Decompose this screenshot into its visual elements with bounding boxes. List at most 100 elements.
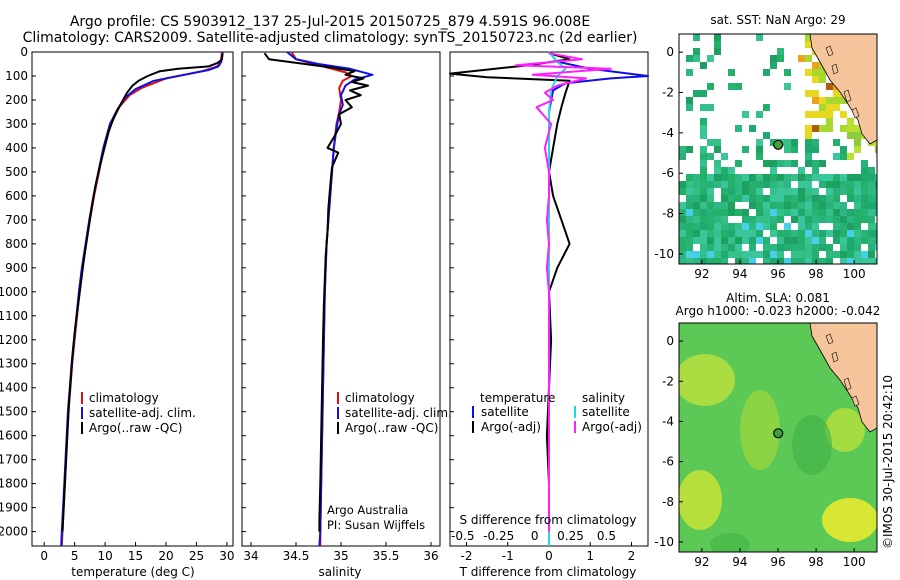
sst-cell [875, 230, 877, 237]
sst-cell [840, 209, 847, 216]
sst-cell [798, 167, 805, 174]
y-tick-label: 800 [5, 237, 28, 251]
map-y-tick-label: -4 [662, 414, 674, 428]
sst-cell [868, 188, 875, 195]
y-tick-label: 1300 [0, 357, 28, 371]
sst-cell [763, 251, 770, 258]
x-tick-label: 36 [423, 549, 438, 563]
sst-cell [868, 251, 875, 258]
map-y-tick-label: -8 [662, 495, 674, 509]
sst-cell [833, 153, 840, 160]
sst-cell [812, 125, 819, 132]
sst-cell [714, 48, 721, 55]
sst-cell [770, 174, 777, 181]
sst-cell [854, 209, 861, 216]
sst-cell [700, 132, 707, 139]
sst-cell [777, 181, 784, 188]
sst-cell [847, 153, 854, 160]
sst-cell [805, 139, 812, 146]
map-x-tick-label: 92 [694, 267, 709, 281]
y-tick-label: 300 [5, 117, 28, 131]
sst-cell [805, 258, 812, 264]
sst-cell [749, 125, 756, 132]
sst-cell [700, 167, 707, 174]
sst-cell [812, 244, 819, 251]
temperature-xlabel: temperature (deg C) [71, 565, 194, 579]
sst-cell [693, 258, 700, 264]
sst-cell [854, 223, 861, 230]
sst-cell [756, 188, 763, 195]
y-tick-label: 500 [5, 165, 28, 179]
sst-cell [756, 181, 763, 188]
sst-cell [728, 223, 735, 230]
sst-cell [777, 195, 784, 202]
sst-cell [700, 202, 707, 209]
sst-cell [875, 209, 877, 216]
sst-cell [714, 216, 721, 223]
sst-cell [770, 216, 777, 223]
sst-cell [735, 237, 742, 244]
sst-cell [819, 76, 826, 83]
sst-cell [749, 202, 756, 209]
sst-cell [763, 69, 770, 76]
sst-cell [791, 237, 798, 244]
sst-cell [679, 153, 686, 160]
sst-cell [707, 258, 714, 264]
sst-cell [756, 223, 763, 230]
sst-cell [693, 216, 700, 223]
sst-cell [756, 34, 763, 41]
sst-cell [742, 251, 749, 258]
x-tick-label: 30 [219, 549, 234, 563]
sst-cell [749, 237, 756, 244]
sst-cell [756, 153, 763, 160]
sst-cell [791, 216, 798, 223]
series-line-argo-raw-qc- [61, 53, 224, 532]
sst-cell [679, 258, 686, 264]
sst-cell [840, 181, 847, 188]
sst-cell [770, 258, 777, 264]
sst-cell [686, 69, 693, 76]
sst-cell [833, 209, 840, 216]
sst-cell [833, 139, 840, 146]
sst-cell [693, 174, 700, 181]
sst-cell [686, 146, 693, 153]
sst-cell [854, 188, 861, 195]
sla-high-patch [825, 408, 865, 452]
sst-cell [819, 160, 826, 167]
sst-cell [721, 251, 728, 258]
sst-cell [728, 181, 735, 188]
sst-cell [812, 251, 819, 258]
sst-cell [875, 244, 877, 251]
map-y-tick-label: 0 [666, 334, 674, 348]
sst-cell [763, 104, 770, 111]
sst-cell [714, 223, 721, 230]
sst-cell [693, 230, 700, 237]
sst-cell [749, 174, 756, 181]
sst-cell [798, 237, 805, 244]
sst-cell [826, 188, 833, 195]
sst-cell [847, 181, 854, 188]
sla-map-title: Altim. SLA: 0.081 [726, 291, 830, 305]
x-tick-label: 0 [40, 549, 48, 563]
series-line-s-argo-adj- [515, 52, 612, 532]
sst-cell [763, 181, 770, 188]
sst-cell [833, 202, 840, 209]
sst-cell [686, 230, 693, 237]
sst-cell [686, 216, 693, 223]
map-x-tick-label: 96 [770, 555, 785, 569]
sst-cell [707, 223, 714, 230]
sst-cell [784, 181, 791, 188]
sst-cell [700, 237, 707, 244]
map-y-tick-label: 0 [666, 45, 674, 59]
sst-cell [686, 195, 693, 202]
sst-cell [749, 258, 756, 264]
sst-cell [798, 223, 805, 230]
sst-cell [826, 97, 833, 104]
sst-cell [833, 230, 840, 237]
sst-cell [770, 209, 777, 216]
sst-cell [840, 125, 847, 132]
sla-map-panel: Altim. SLA: 0.081 Argo h1000: -0.023 h20… [654, 291, 880, 569]
argo-float-marker [773, 139, 784, 150]
sst-cell [826, 118, 833, 125]
sst-cell [861, 202, 868, 209]
